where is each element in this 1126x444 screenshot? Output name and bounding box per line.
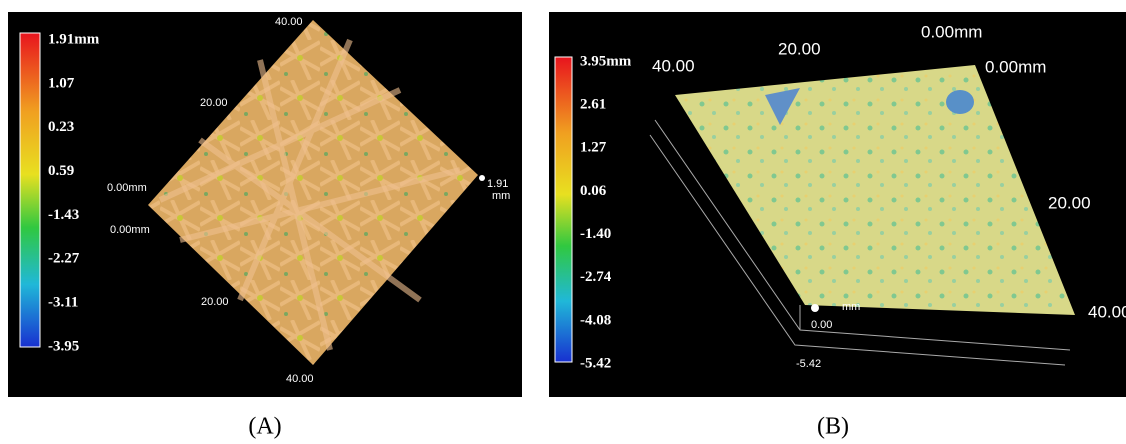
surface-map — [675, 65, 1075, 315]
colorbar-label: -1.40 — [580, 226, 611, 242]
colorbar — [19, 32, 41, 348]
surface-map — [148, 20, 478, 365]
axis-label: 0.00mm — [985, 57, 1046, 76]
axis-label: 40.00 — [275, 16, 303, 28]
axis-label: 0.00mm — [921, 22, 982, 41]
colorbar-label: -3.95 — [48, 338, 79, 354]
fiber — [158, 38, 461, 351]
box-edge — [649, 119, 1071, 366]
axis-label: 20.00 — [778, 39, 821, 58]
axis-label: 40.00 — [286, 373, 314, 385]
colorbar-label: -2.27 — [48, 251, 80, 267]
colorbar-label: 0.06 — [580, 183, 607, 199]
pit — [946, 90, 974, 114]
axis-label: 0.00 — [811, 319, 832, 331]
colorbar-label: -2.74 — [580, 269, 612, 285]
axis-label: 40.00 — [652, 56, 695, 75]
axis-label: 0.00mm — [110, 224, 150, 236]
colorbar-label: -3.11 — [48, 295, 78, 311]
colorbar-label: 1.91mm — [48, 31, 100, 47]
colorbar-label: 0.59 — [48, 163, 74, 179]
axis-label: mm — [842, 301, 860, 313]
axis-label: -5.42 — [796, 358, 821, 370]
axis-label: 40.00 — [1088, 302, 1126, 321]
colorbar — [554, 56, 573, 363]
caption: (B) — [817, 414, 849, 440]
colorbar-label: -4.08 — [580, 312, 611, 328]
colorbar-label: -1.43 — [48, 207, 79, 223]
axis-label: 1.91 — [487, 178, 508, 190]
axis-label: mm — [492, 190, 510, 202]
colorbar-label: 3.95mm — [580, 53, 632, 69]
colorbar-label: 0.23 — [48, 119, 74, 135]
panel-b: 3.95mm 2.61 1.27 0.06 -1.40 -2.74 -4.08 -5.42 4… — [549, 12, 1126, 440]
marker — [479, 175, 485, 181]
colorbar-label: 2.61 — [580, 97, 606, 113]
pit — [765, 88, 800, 125]
panel-a: 1.91mm 1.07 0.23 0.59 -1.43 -2.27 -3.11 -3.95 4… — [8, 12, 522, 440]
axis-label: 20.00 — [201, 296, 229, 308]
colorbar-label: -5.42 — [580, 355, 611, 371]
caption: (A) — [248, 414, 281, 440]
marker — [811, 304, 819, 312]
axis-label: 20.00 — [1048, 193, 1091, 212]
colorbar-label: 1.07 — [48, 75, 75, 91]
axis-label: 0.00mm — [107, 182, 147, 194]
colorbar-label: 1.27 — [580, 140, 607, 156]
axis-label: 20.00 — [200, 97, 228, 109]
